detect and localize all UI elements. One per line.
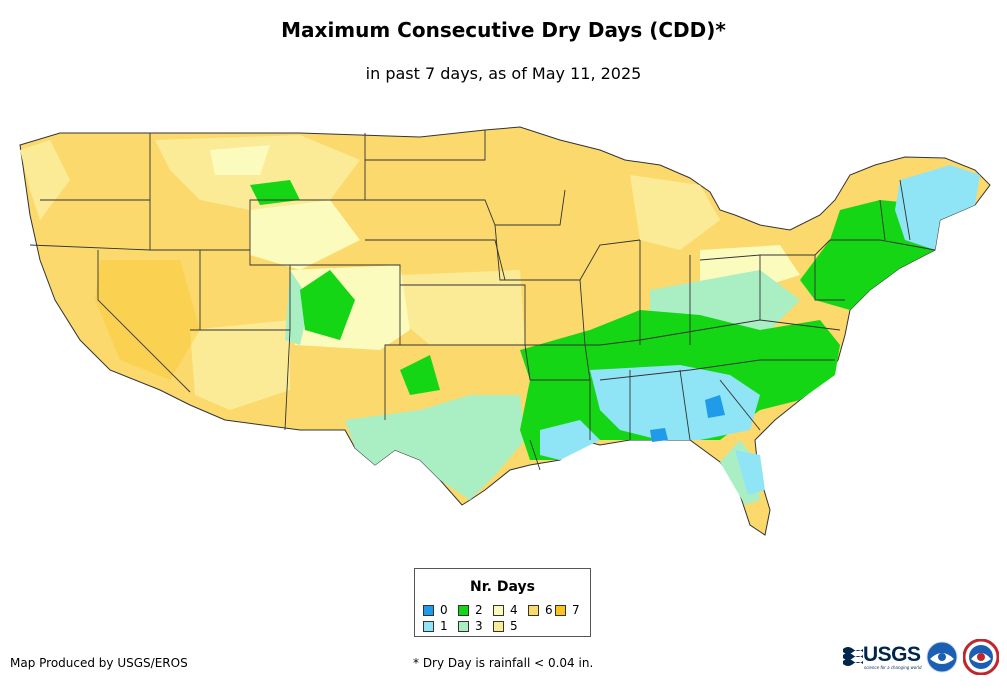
legend-item-3: 3 xyxy=(458,619,483,633)
legend-item-5: 5 xyxy=(493,619,518,633)
legend-swatch xyxy=(493,620,504,632)
legend-item-2: 2 xyxy=(458,603,483,617)
legend: Nr. Days 0 1 2 3 4 5 6 7 xyxy=(414,568,591,637)
level-1-regions xyxy=(540,165,980,495)
legend-label: 3 xyxy=(475,619,483,633)
legend-item-4: 4 xyxy=(493,603,518,617)
usgs-logo: USGS science for a changing world xyxy=(843,643,922,673)
level-5-regions xyxy=(20,135,720,410)
legend-item-0: 0 xyxy=(423,603,448,617)
map-subtitle: in past 7 days, as of May 11, 2025 xyxy=(365,64,642,83)
usgs-wave-icon xyxy=(843,647,863,666)
legend-label: 2 xyxy=(475,603,483,617)
state-boundaries xyxy=(29,130,936,471)
producer-credit: Map Produced by USGS/EROS xyxy=(10,656,188,670)
legend-swatch xyxy=(528,604,539,616)
level-0-regions xyxy=(650,395,725,442)
legend-title: Nr. Days xyxy=(470,579,535,595)
legend-label: 7 xyxy=(572,603,580,617)
usgs-tagline: science for a changing world xyxy=(864,665,922,670)
legend-label: 6 xyxy=(545,603,553,617)
legend-swatch xyxy=(423,620,434,632)
legend-label: 1 xyxy=(440,619,448,633)
legend-swatch xyxy=(493,604,504,616)
legend-swatch xyxy=(555,604,566,616)
legend-label: 4 xyxy=(510,603,518,617)
legend-label: 5 xyxy=(510,619,518,633)
map-title: Maximum Consecutive Dry Days (CDD)* xyxy=(281,18,726,42)
nws-logo-icon xyxy=(963,639,999,675)
noaa-logo-icon xyxy=(926,641,958,673)
legend-swatch xyxy=(458,604,469,616)
level-7-regions xyxy=(95,260,200,380)
legend-swatch xyxy=(458,620,469,632)
legend-swatch xyxy=(423,604,434,616)
legend-item-1: 1 xyxy=(423,619,448,633)
usgs-wordmark: USGS xyxy=(863,643,921,666)
legend-item-7: 7 xyxy=(555,603,580,617)
legend-label: 0 xyxy=(440,603,448,617)
legend-item-6: 6 xyxy=(528,603,553,617)
dry-day-footnote: * Dry Day is rainfall < 0.04 in. xyxy=(413,656,594,670)
